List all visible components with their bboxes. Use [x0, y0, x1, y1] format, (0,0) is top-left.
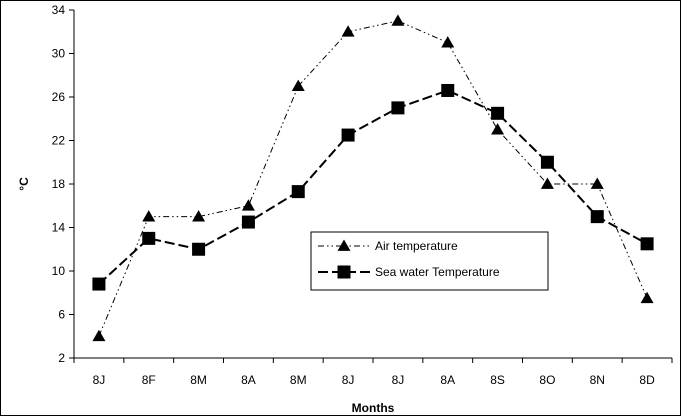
y-tick-label: 6: [58, 308, 65, 322]
triangle-marker: [391, 14, 405, 26]
x-tick-label: 8N: [590, 373, 605, 387]
x-tick-label: 8M: [190, 373, 207, 387]
triangle-marker: [540, 177, 554, 189]
legend-box: [310, 231, 549, 291]
y-tick-label: 10: [52, 264, 66, 278]
triangle-marker: [441, 36, 455, 48]
legend-item: Sea water Temperature: [318, 265, 500, 279]
series-layer: [92, 14, 654, 342]
x-tick-label: 8O: [539, 373, 555, 387]
y-tick-label: 18: [52, 177, 66, 191]
y-tick-label: 22: [52, 134, 66, 148]
x-tick-label: 8A: [440, 373, 455, 387]
square-marker: [92, 277, 106, 291]
triangle-marker: [640, 291, 654, 304]
legend-marker: [337, 265, 351, 279]
legend-item: Air temperature: [318, 239, 458, 253]
square-marker: [241, 215, 255, 229]
square-marker: [540, 155, 554, 169]
triangle-marker: [142, 210, 156, 222]
square-marker: [491, 106, 505, 120]
legend: Air temperature Sea water Temperature: [310, 231, 549, 291]
y-tick-label: 14: [52, 221, 66, 235]
series-air-temperature: [92, 14, 654, 342]
triangle-marker: [491, 123, 505, 135]
x-tick-label: 8J: [93, 373, 106, 387]
series-line: [98, 20, 648, 337]
x-axis-ticks: 8J 8F 8M 8A 8M 8J 8J 8A 8S 8O 8N 8D: [73, 358, 673, 387]
y-tick-label: 2: [58, 351, 65, 365]
square-marker: [142, 231, 156, 245]
triangle-marker: [590, 177, 604, 189]
legend-label: Air temperature: [375, 239, 458, 253]
triangle-marker: [192, 210, 206, 222]
x-tick-label: 8F: [142, 373, 156, 387]
triangle-marker: [291, 79, 305, 91]
x-tick-label: 8A: [241, 373, 256, 387]
legend-marker: [337, 239, 351, 251]
x-axis-title: Months: [352, 401, 395, 415]
square-marker: [341, 128, 355, 142]
series-line: [98, 89, 648, 285]
triangle-marker: [92, 329, 106, 342]
y-tick-label: 30: [52, 47, 66, 61]
y-tick-label: 34: [52, 3, 66, 17]
x-tick-label: 8S: [490, 373, 505, 387]
x-tick-label: 8J: [342, 373, 355, 387]
x-tick-label: 8D: [639, 373, 655, 387]
square-marker: [291, 185, 305, 199]
x-tick-label: 8M: [290, 373, 307, 387]
triangle-marker: [241, 199, 255, 211]
series-sea-water-temperature: [92, 83, 654, 291]
square-marker: [391, 101, 405, 115]
square-marker: [640, 237, 654, 251]
square-marker: [192, 242, 206, 256]
x-tick-label: 8J: [392, 373, 405, 387]
triangle-marker: [341, 25, 355, 37]
y-axis-title: °C: [17, 177, 31, 191]
square-marker: [441, 83, 455, 97]
legend-label: Sea water Temperature: [375, 265, 500, 279]
y-tick-label: 26: [52, 90, 66, 104]
square-marker: [590, 210, 604, 224]
